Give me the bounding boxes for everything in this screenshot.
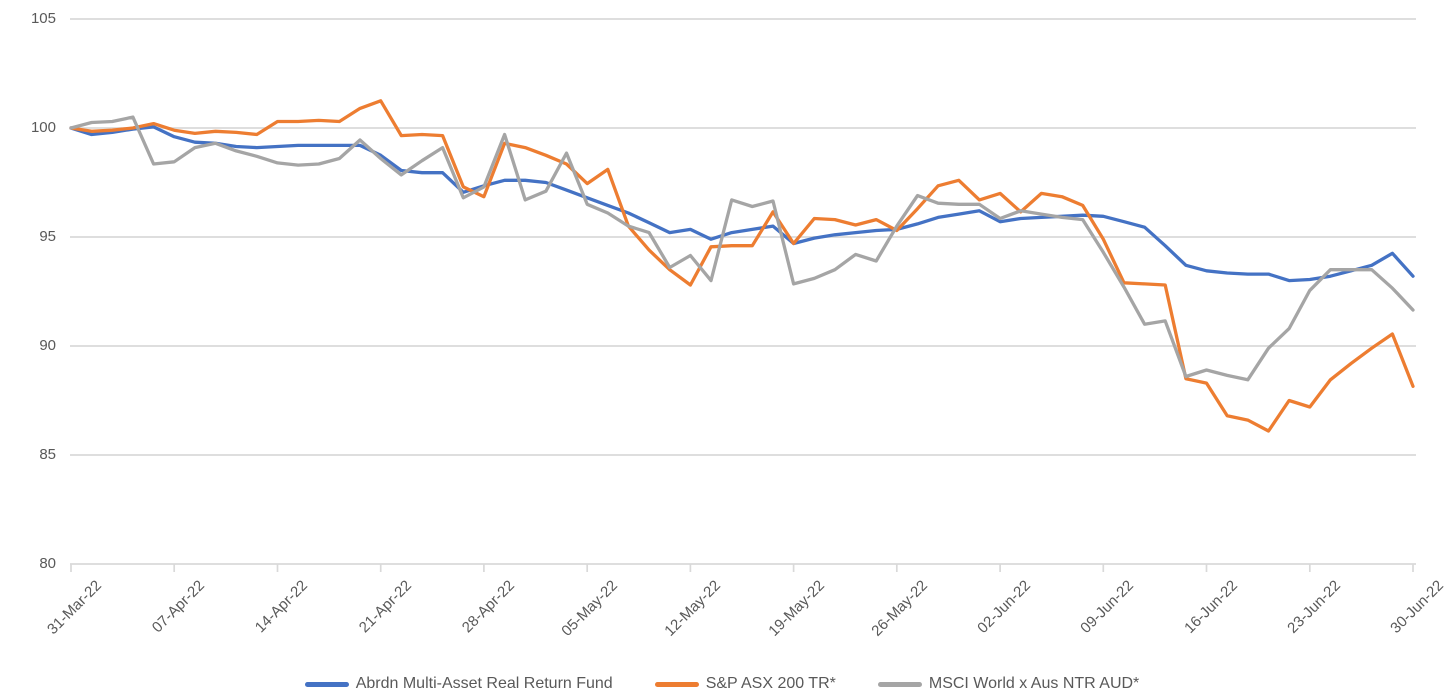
y-axis-label: 85 [39, 446, 56, 464]
legend-label: MSCI World x Aus NTR AUD* [928, 675, 1140, 692]
y-axis-label: 95 [39, 228, 56, 246]
y-axis-label: 90 [39, 337, 56, 355]
legend-item-abrdn-multi-asset-real-return-fund: Abrdn Multi-Asset Real Return Fund [304, 675, 613, 692]
legend-line-marker [654, 681, 699, 687]
legend-line-marker [877, 681, 922, 687]
y-axis-label: 80 [39, 555, 56, 573]
legend: Abrdn Multi-Asset Real Return Fund S&P AS… [0, 670, 1444, 698]
s-p-asx-200-tr-line [69, 99, 1415, 433]
abrdn-multi-asset-real-return-fund-line [69, 125, 1415, 283]
legend-item-s-p-asx-200-tr: S&P ASX 200 TR* [654, 675, 836, 692]
y-axis-label: 105 [30, 10, 56, 28]
legend-label: Abrdn Multi-Asset Real Return Fund [355, 675, 613, 692]
y-axis-label: 100 [30, 119, 56, 137]
legend-item-msci-world-x-aus-ntr-aud: MSCI World x Aus NTR AUD* [877, 675, 1140, 692]
legend-label: S&P ASX 200 TR* [705, 675, 836, 692]
msci-world-x-aus-ntr-aud-line [69, 115, 1415, 382]
legend-line-marker [304, 681, 349, 687]
